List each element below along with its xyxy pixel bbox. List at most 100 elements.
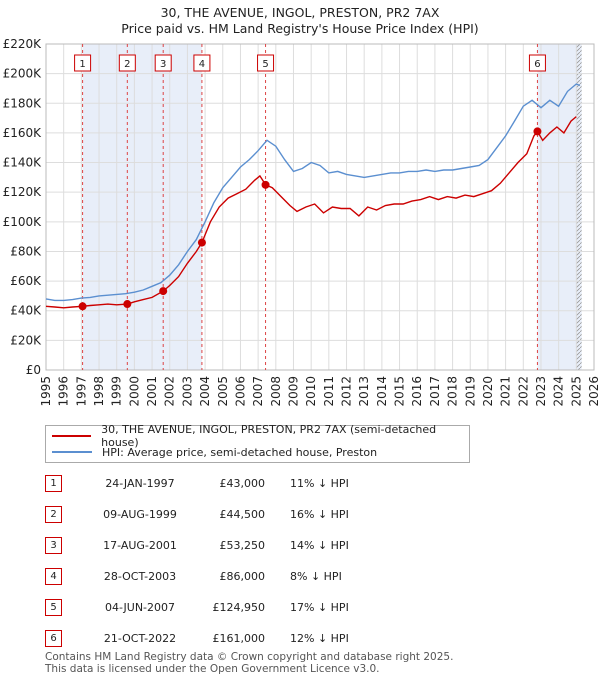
y-tick-label: £60K xyxy=(10,274,42,288)
x-tick-label: 2004 xyxy=(198,376,212,407)
legend-property-label: 30, THE AVENUE, INGOL, PRESTON, PR2 7AX … xyxy=(101,423,437,449)
x-tick-label: 2008 xyxy=(269,376,283,407)
x-tick-label: 2021 xyxy=(499,376,513,407)
sale-badge-number: 3 xyxy=(160,59,166,70)
table-row: 4 28-OCT-2003 £86,000 8% ↓ HPI xyxy=(45,565,405,585)
x-tick-label: 1995 xyxy=(39,376,53,407)
x-tick-label: 1997 xyxy=(74,376,88,407)
sale-date: 21-OCT-2022 xyxy=(103,632,177,645)
sale-badge-number: 5 xyxy=(262,59,268,70)
sale-number-badge: 5 xyxy=(45,599,62,616)
sale-hpi-diff: 17% ↓ HPI xyxy=(290,601,349,614)
x-tick-label: 1999 xyxy=(110,376,124,407)
sale-price: £124,950 xyxy=(212,601,266,614)
sale-number-badge: 3 xyxy=(45,537,62,554)
x-tick-label: 2000 xyxy=(127,376,141,407)
chart-subtitle: Price paid vs. HM Land Registry's House … xyxy=(121,21,479,36)
sale-number-badge: 4 xyxy=(45,568,62,585)
x-tick-label: 2014 xyxy=(375,376,389,407)
sale-hpi-diff: 11% ↓ HPI xyxy=(290,477,349,490)
x-tick-label: 2023 xyxy=(534,376,548,407)
x-tick-label: 2018 xyxy=(446,376,460,407)
x-tick-label: 2025 xyxy=(569,376,583,407)
x-tick-label: 2026 xyxy=(587,376,600,407)
sale-point xyxy=(159,287,168,296)
sale-badge-box xyxy=(193,54,211,72)
y-tick-label: £0 xyxy=(26,363,41,377)
x-tick-label: 2020 xyxy=(481,376,495,407)
x-tick-label: 2016 xyxy=(410,376,424,407)
shaded-period xyxy=(82,44,202,370)
x-tick-label: 2002 xyxy=(163,376,177,407)
sale-point xyxy=(197,238,206,247)
sale-hpi-diff: 16% ↓ HPI xyxy=(290,508,349,521)
x-tick-label: 2009 xyxy=(286,376,300,407)
legend-swatch-hpi xyxy=(52,451,92,453)
y-tick-label: £220K xyxy=(3,37,43,51)
footer-licence: This data is licensed under the Open Gov… xyxy=(45,663,380,675)
sale-badge-box xyxy=(257,54,275,72)
sale-point xyxy=(123,300,132,309)
x-tick-label: 2010 xyxy=(304,376,318,407)
y-tick-label: £80K xyxy=(10,244,42,258)
y-tick-label: £200K xyxy=(3,67,43,81)
sale-hpi-diff: 8% ↓ HPI xyxy=(290,570,342,583)
chart-title: 30, THE AVENUE, INGOL, PRESTON, PR2 7AX xyxy=(160,5,440,20)
x-tick-label: 2012 xyxy=(340,376,354,407)
y-tick-label: £100K xyxy=(3,215,43,229)
sale-point xyxy=(78,302,87,311)
x-tick-label: 2003 xyxy=(180,376,194,407)
table-row: 6 21-OCT-2022 £161,000 12% ↓ HPI xyxy=(45,627,405,647)
sale-date: 04-JUN-2007 xyxy=(104,601,176,614)
x-tick-label: 2024 xyxy=(552,376,566,407)
sale-badge-box xyxy=(528,54,546,72)
series-line xyxy=(45,116,577,309)
legend-swatch-property xyxy=(52,435,92,437)
x-tick-label: 2006 xyxy=(233,376,247,407)
sale-price: £86,000 xyxy=(219,570,266,583)
x-tick-label: 2011 xyxy=(322,376,336,407)
sale-date: 17-AUG-2001 xyxy=(103,539,177,552)
sale-price: £53,250 xyxy=(219,539,266,552)
chart-legend: 30, THE AVENUE, INGOL, PRESTON, PR2 7AX … xyxy=(45,423,470,463)
sale-badge-number: 4 xyxy=(199,59,205,70)
sale-badge-number: 6 xyxy=(534,59,540,70)
sale-badge-box xyxy=(154,54,172,72)
sale-badge-box xyxy=(74,54,92,72)
sale-date: 28-OCT-2003 xyxy=(103,570,177,583)
table-row: 1 24-JAN-1997 £43,000 11% ↓ HPI xyxy=(45,472,405,492)
x-tick-label: 2017 xyxy=(428,376,442,407)
footer-copyright: Contains HM Land Registry data © Crown c… xyxy=(45,651,454,663)
y-tick-label: £180K xyxy=(3,96,43,110)
x-tick-label: 2019 xyxy=(463,376,477,407)
sale-price: £44,500 xyxy=(219,508,266,521)
x-tick-label: 1998 xyxy=(92,376,106,407)
x-tick-label: 2005 xyxy=(216,376,230,407)
sale-date: 24-JAN-1997 xyxy=(105,477,175,490)
sale-number-badge: 1 xyxy=(45,475,62,492)
sale-badge-box xyxy=(118,54,136,72)
x-tick-label: 2015 xyxy=(393,376,407,407)
table-row: 2 09-AUG-1999 £44,500 16% ↓ HPI xyxy=(45,503,405,523)
series-line xyxy=(45,83,581,302)
sale-date: 09-AUG-1999 xyxy=(103,508,177,521)
hatched-projection xyxy=(576,44,582,370)
legend-hpi-label: HPI: Average price, semi-detached house,… xyxy=(102,445,378,459)
sale-price: £43,000 xyxy=(219,477,266,490)
footer-attribution: Contains HM Land Registry data © Crown c… xyxy=(45,651,453,675)
x-tick-label: 2022 xyxy=(516,376,530,407)
price-chart: £0 £20K £40K £60K £80K £100K £120K £140K £160K £1… xyxy=(3,37,600,407)
sale-point xyxy=(261,180,270,189)
x-tick-label: 1996 xyxy=(57,376,71,407)
sale-number-badge: 6 xyxy=(45,630,62,647)
sale-badge-number: 2 xyxy=(124,59,130,70)
y-tick-label: £40K xyxy=(10,304,42,318)
shaded-period xyxy=(537,44,582,370)
x-tick-label: 2007 xyxy=(251,376,265,407)
y-tick-label: £140K xyxy=(3,156,43,170)
sale-hpi-diff: 14% ↓ HPI xyxy=(290,539,349,552)
table-row: 5 04-JUN-2007 £124,950 17% ↓ HPI xyxy=(45,596,405,616)
y-tick-label: £120K xyxy=(3,185,43,199)
sale-point xyxy=(533,127,542,136)
plot-frame xyxy=(45,43,595,371)
